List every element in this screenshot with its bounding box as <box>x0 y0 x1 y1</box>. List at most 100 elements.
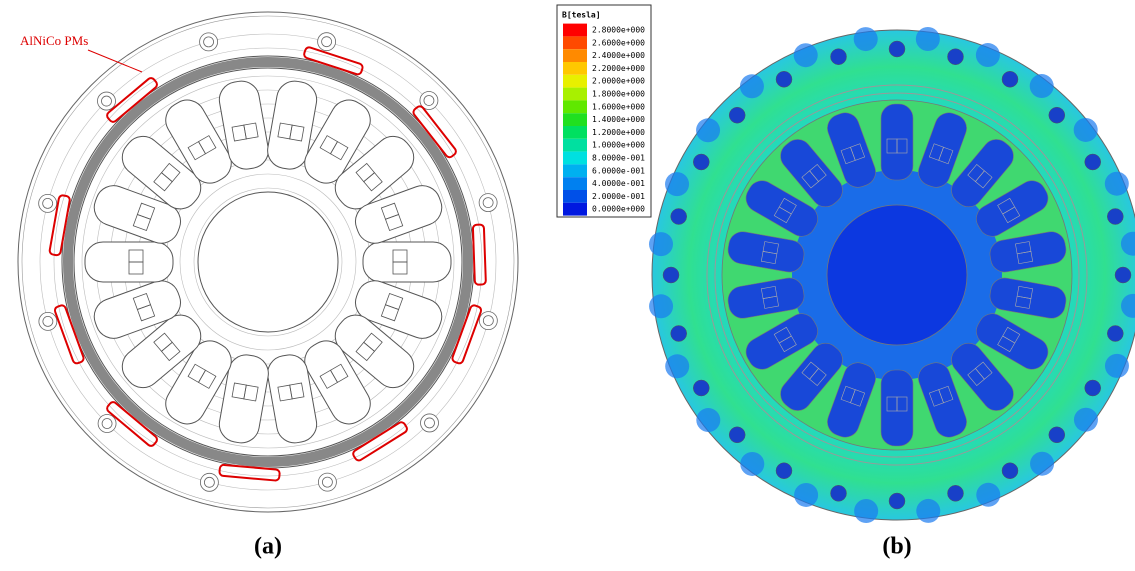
legend-swatch <box>563 177 587 190</box>
legend-label: 1.6000e+000 <box>592 102 645 111</box>
bolt-hole <box>479 312 497 330</box>
bolt-hole <box>39 312 57 330</box>
legend-label: 1.2000e+000 <box>592 128 645 137</box>
legend-swatch <box>563 190 587 203</box>
rotor-core <box>827 205 967 345</box>
legend-label: 2.6000e+000 <box>592 38 645 47</box>
figure: B[tesla] 2.8000e+0002.6000e+0002.4000e+0… <box>0 0 1135 566</box>
legend-label: 2.0000e+000 <box>592 77 645 86</box>
page: {"figure": { "panel_a": {"annotation": "… <box>0 0 1135 566</box>
legend-label: 8.0000e-001 <box>592 154 645 163</box>
legend-swatch <box>563 126 587 139</box>
low-field <box>1074 118 1098 142</box>
bolt-hole <box>421 414 439 432</box>
low-field <box>696 408 720 432</box>
legend-label: 2.8000e+000 <box>592 26 645 35</box>
legend-label: 1.8000e+000 <box>592 90 645 99</box>
bolt-hole <box>98 415 116 433</box>
rotor-bore <box>198 192 338 332</box>
low-field <box>916 499 940 523</box>
bolt-hole <box>479 194 497 212</box>
outer-slot <box>1002 71 1018 87</box>
legend-swatch <box>563 100 587 113</box>
bolt-hole <box>318 473 336 491</box>
outer-slot <box>1115 267 1131 283</box>
legend-swatch <box>563 113 587 126</box>
legend-label: 0.0000e+000 <box>592 205 645 214</box>
low-field <box>665 172 689 196</box>
low-field <box>696 118 720 142</box>
low-field <box>854 27 878 51</box>
legend-swatch <box>563 152 587 165</box>
slot <box>881 370 913 446</box>
bolt-hole <box>200 473 218 491</box>
legend-label: 4.0000e-001 <box>592 179 645 188</box>
low-field <box>794 483 818 507</box>
low-field <box>1105 354 1129 378</box>
outer-slot <box>1107 325 1123 341</box>
outer-slot <box>693 380 709 396</box>
outer-slot <box>831 49 847 65</box>
legend-swatch <box>563 49 587 62</box>
magnet <box>473 224 486 284</box>
outer-slot <box>1002 463 1018 479</box>
low-field <box>794 43 818 67</box>
panel-a <box>18 12 518 512</box>
slot <box>881 104 913 180</box>
low-field <box>976 43 1000 67</box>
bolt-hole <box>318 33 336 51</box>
outer-slot <box>889 41 905 57</box>
caption: (a) <box>254 534 282 560</box>
outer-slot <box>1049 107 1065 123</box>
slot <box>363 242 451 282</box>
legend-label: 1.0000e+000 <box>592 141 645 150</box>
low-field <box>916 27 940 51</box>
legend-title: B[tesla] <box>562 11 601 20</box>
low-field <box>649 232 673 256</box>
low-field <box>1074 408 1098 432</box>
low-field <box>976 483 1000 507</box>
bolt-hole <box>97 92 115 110</box>
legend-swatch <box>563 36 587 49</box>
annotation-arrow <box>88 50 142 72</box>
bolt-hole <box>39 194 57 212</box>
bolt-hole <box>200 33 218 51</box>
outer-slot <box>1049 427 1065 443</box>
low-field <box>665 354 689 378</box>
legend-label: 2.0000e-001 <box>592 192 645 201</box>
panel-b <box>649 27 1135 523</box>
slot <box>85 242 173 282</box>
legend-swatch <box>563 24 587 37</box>
legend-swatch <box>563 75 587 88</box>
outer-slot <box>1085 154 1101 170</box>
legend: B[tesla] 2.8000e+0002.6000e+0002.4000e+0… <box>557 5 651 217</box>
low-field <box>649 294 673 318</box>
magnet-outline <box>219 465 280 481</box>
outer-slot <box>776 71 792 87</box>
outer-slot <box>729 427 745 443</box>
legend-swatch <box>563 88 587 101</box>
low-field <box>740 74 764 98</box>
low-field <box>740 452 764 476</box>
low-field <box>854 499 878 523</box>
legend-swatch <box>563 203 587 216</box>
low-field <box>1030 74 1054 98</box>
outer-slot <box>729 107 745 123</box>
outer-slot <box>1085 380 1101 396</box>
outer-slot <box>663 267 679 283</box>
legend-swatch <box>563 62 587 75</box>
low-field <box>1030 452 1054 476</box>
legend-label: 1.4000e+000 <box>592 115 645 124</box>
outer-slot <box>1107 209 1123 225</box>
outer-slot <box>671 325 687 341</box>
magnet <box>219 465 280 481</box>
low-field <box>1105 172 1129 196</box>
legend-swatch <box>563 139 587 152</box>
legend-swatch <box>563 164 587 177</box>
magnet-outline <box>473 224 486 284</box>
outer-slot <box>947 49 963 65</box>
outer-slot <box>671 209 687 225</box>
annotation: AlNiCo PMs <box>20 33 88 48</box>
legend-label: 6.0000e-001 <box>592 166 645 175</box>
outer-slot <box>693 154 709 170</box>
